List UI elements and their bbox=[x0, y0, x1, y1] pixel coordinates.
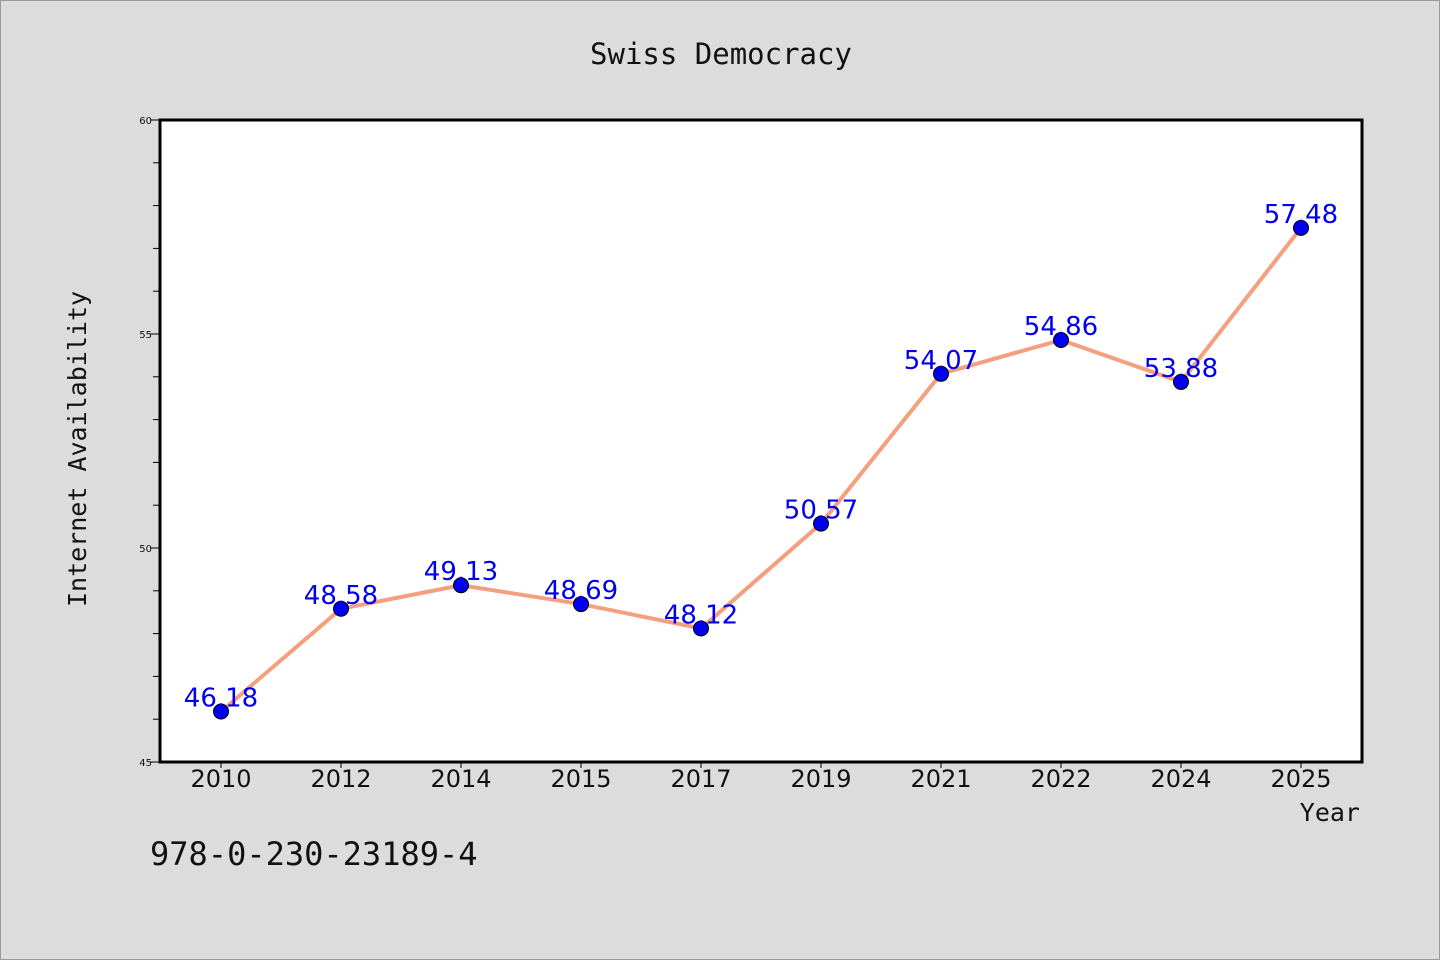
data-label: 54.86 bbox=[1024, 312, 1098, 342]
data-point bbox=[933, 365, 949, 382]
x-tick-label: 2014 bbox=[430, 765, 491, 793]
x-tick-label: 2019 bbox=[790, 765, 851, 793]
data-label: 53.88 bbox=[1144, 354, 1218, 384]
plot-border bbox=[158, 118, 1364, 764]
x-tick-label: 2015 bbox=[550, 765, 611, 793]
y-tick-label: 55 bbox=[139, 330, 152, 341]
x-tick-label: 2024 bbox=[1150, 765, 1211, 793]
isbn-text: 978-0-230-23189-4 bbox=[150, 835, 478, 873]
data-point bbox=[813, 515, 829, 532]
data-point bbox=[1053, 331, 1069, 348]
x-axis: 2010 2012 2014 2015 2017 2019 2021 2022 2024 2025 bbox=[190, 762, 1332, 793]
data-label: 48.12 bbox=[664, 600, 738, 630]
data-label: 50.57 bbox=[784, 496, 858, 526]
y-tick-label: 50 bbox=[139, 544, 152, 555]
data-point bbox=[1293, 219, 1309, 236]
x-tick-label: 2021 bbox=[910, 765, 971, 793]
data-label: 46.18 bbox=[184, 683, 258, 713]
data-label: 54.07 bbox=[904, 346, 978, 376]
x-tick-label: 2010 bbox=[190, 765, 251, 793]
data-label: 48.58 bbox=[304, 581, 378, 611]
data-point bbox=[573, 596, 589, 613]
x-tick-label: 2017 bbox=[670, 765, 731, 793]
series-group bbox=[213, 219, 1309, 720]
y-axis-label: Internet Availability bbox=[63, 291, 92, 607]
data-label: 49.13 bbox=[424, 557, 498, 587]
chart-title: Swiss Democracy bbox=[590, 37, 852, 71]
data-point bbox=[213, 703, 229, 720]
x-tick-label: 2022 bbox=[1030, 765, 1091, 793]
plot-area bbox=[160, 120, 1362, 762]
data-label: 57.48 bbox=[1264, 200, 1338, 230]
x-tick-label: 2025 bbox=[1270, 765, 1331, 793]
data-point bbox=[453, 577, 469, 594]
x-axis-label: Year bbox=[1300, 798, 1360, 827]
data-point bbox=[333, 600, 349, 617]
data-label: 48.69 bbox=[544, 576, 618, 606]
y-axis: 45 50 55 60 bbox=[139, 116, 160, 769]
x-tick-label: 2012 bbox=[310, 765, 371, 793]
series-line bbox=[219, 225, 1303, 714]
data-point bbox=[693, 620, 709, 637]
y-tick-label: 60 bbox=[139, 116, 152, 127]
y-tick-label: 45 bbox=[139, 758, 152, 769]
data-labels: 46.18 48.58 49.13 48.69 48.12 50.57 54.07 54.86… bbox=[184, 200, 1338, 714]
data-point bbox=[1173, 373, 1189, 390]
